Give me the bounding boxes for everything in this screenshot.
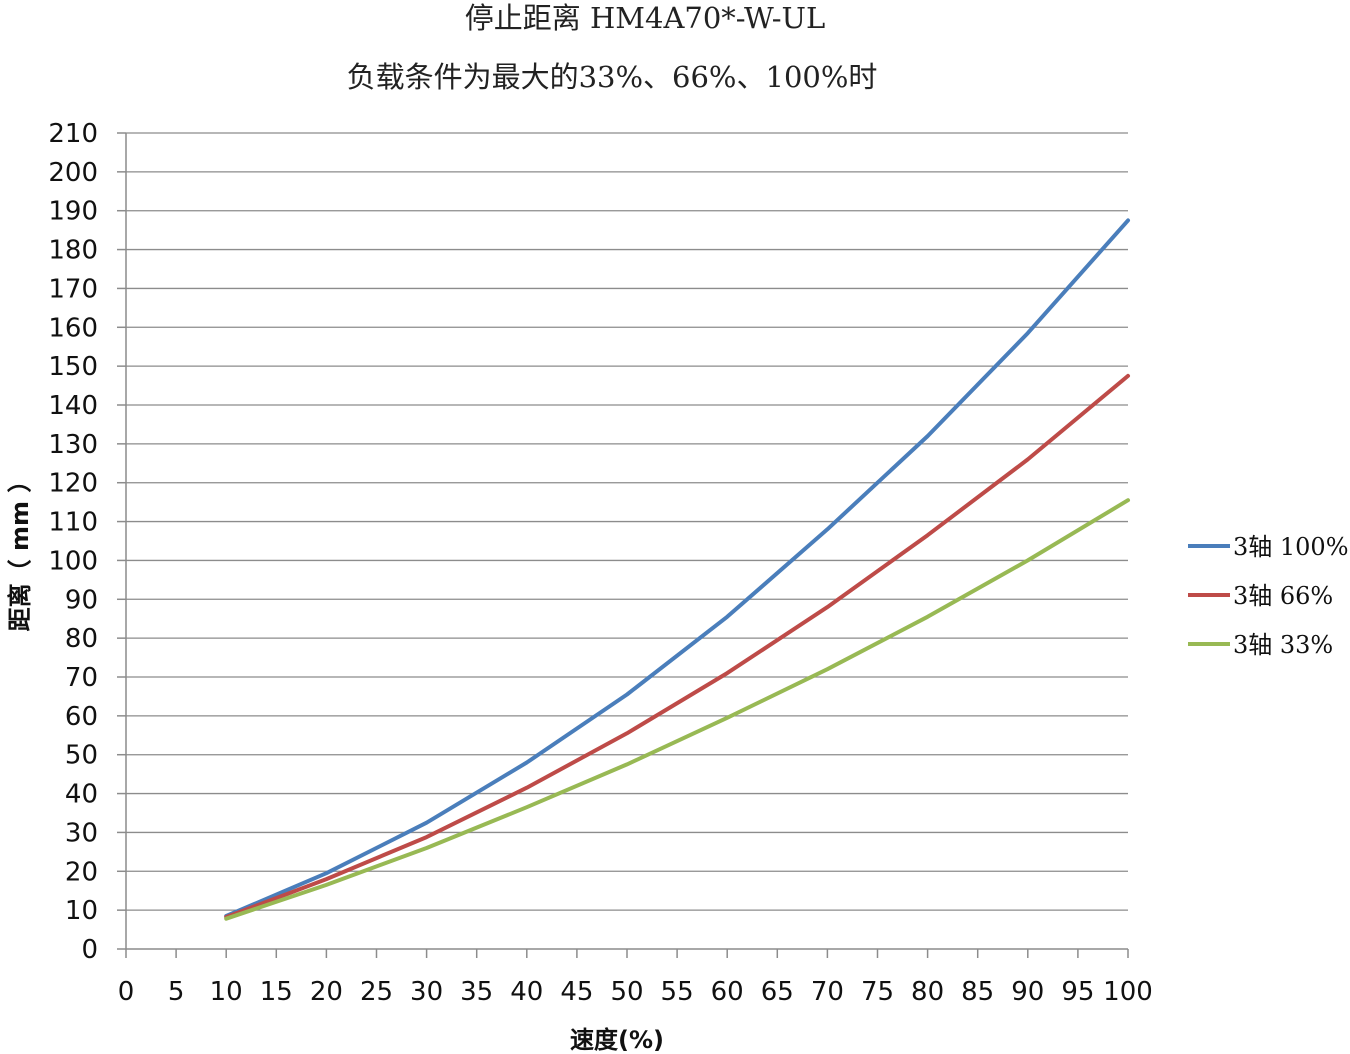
y-tick-label: 160	[48, 313, 98, 343]
y-tick-label: 30	[65, 818, 98, 848]
y-tick-label: 130	[48, 430, 98, 460]
series-line-2	[224, 373, 1130, 920]
x-tick-labels: 0 5 10 15 20 25 30 35 40 45 50 55 60 65 70 75 80 85 90 95 10…	[118, 977, 1153, 1007]
x-tick-label: 50	[610, 977, 643, 1007]
y-tick-label: 140	[48, 391, 98, 421]
legend-label: 3轴 100%	[1233, 533, 1349, 561]
y-tick-label: 50	[65, 741, 98, 771]
y-tick-label: 190	[48, 197, 98, 227]
y-tick-label: 70	[65, 663, 98, 693]
x-tick-label: 70	[811, 977, 844, 1007]
x-tick-label: 40	[510, 977, 543, 1007]
series-line-1	[224, 218, 1130, 918]
x-tick-label: 90	[1011, 977, 1044, 1007]
y-tick-label: 40	[65, 780, 98, 810]
data-series	[224, 218, 1130, 921]
x-tick-label: 100	[1103, 977, 1153, 1007]
y-tick-label: 150	[48, 352, 98, 382]
x-tick-label: 75	[861, 977, 894, 1007]
y-tick-label: 60	[65, 702, 98, 732]
legend-label: 3轴 66%	[1233, 582, 1333, 610]
y-tick-label: 210	[48, 119, 98, 149]
y-tick-label: 110	[48, 508, 98, 538]
y-tick-label: 20	[65, 857, 98, 887]
y-tick-label: 80	[65, 624, 98, 654]
gridlines	[126, 132, 1128, 911]
x-tick-label: 35	[460, 977, 493, 1007]
x-tick-label: 80	[911, 977, 944, 1007]
x-tick-label: 0	[118, 977, 135, 1007]
chart-subtitle: 负载条件为最大的33%、66%、100%时	[347, 60, 878, 94]
x-tick-label: 55	[661, 977, 694, 1007]
x-axis-label: 速度(%)	[570, 1026, 664, 1054]
x-tick-label: 30	[410, 977, 443, 1007]
y-tick-label: 170	[48, 274, 98, 304]
legend: 3轴 100% 3轴 66% 3轴 33%	[1188, 533, 1349, 659]
x-tick-label: 85	[961, 977, 994, 1007]
chart-title: 停止距离 HM4A70*-W-UL	[465, 1, 825, 35]
y-tick-label: 120	[48, 469, 98, 499]
x-tick-label: 60	[711, 977, 744, 1007]
y-tick-label: 10	[65, 896, 98, 926]
y-axis-label: 距离（ mm ）	[6, 469, 34, 632]
y-tick-label: 0	[81, 935, 98, 965]
y-tick-label: 200	[48, 158, 98, 188]
series-line-3	[224, 498, 1130, 921]
y-tick-label: 180	[48, 236, 98, 266]
x-tick-label: 20	[310, 977, 343, 1007]
x-tick-label: 45	[560, 977, 593, 1007]
y-tick-labels: 0 10 20 30 40 50 60 70 80 90 100 110 120 130 140 150 160…	[48, 119, 98, 965]
x-tick-label: 10	[210, 977, 243, 1007]
y-tick-label: 100	[48, 546, 98, 576]
x-tick-label: 65	[761, 977, 794, 1007]
axes	[117, 132, 1129, 958]
x-tick-label: 25	[360, 977, 393, 1007]
x-tick-label: 15	[260, 977, 293, 1007]
x-tick-label: 5	[168, 977, 185, 1007]
y-tick-label: 90	[65, 585, 98, 615]
x-tick-label: 95	[1061, 977, 1094, 1007]
legend-label: 3轴 33%	[1233, 631, 1333, 659]
